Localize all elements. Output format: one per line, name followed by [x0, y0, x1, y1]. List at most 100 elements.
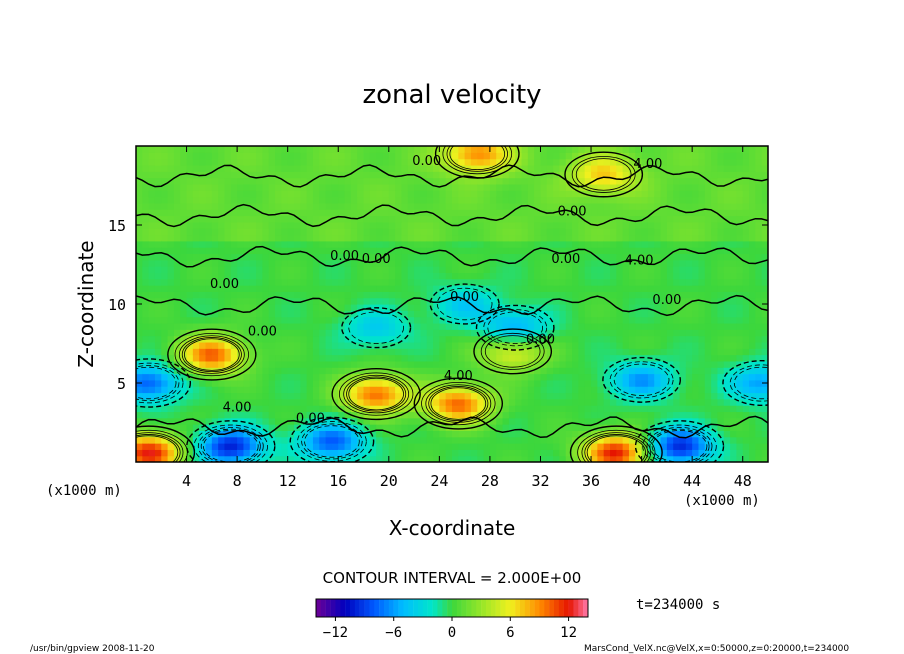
- heat-cell: [376, 367, 384, 375]
- heat-cell: [433, 196, 440, 204]
- heat-cell: [464, 240, 472, 248]
- heat-cell: [666, 316, 674, 324]
- heat-cell: [572, 449, 579, 457]
- heat-cell: [294, 146, 301, 153]
- heat-cell: [180, 190, 188, 198]
- heat-cell: [211, 190, 219, 198]
- heat-cell: [294, 430, 301, 438]
- heat-cell: [445, 424, 453, 431]
- heat-cell: [325, 272, 333, 280]
- heat-cell: [628, 379, 636, 387]
- heat-cell: [597, 202, 605, 210]
- heat-cell: [521, 373, 529, 381]
- heat-cell: [749, 272, 756, 280]
- heat-cell: [559, 373, 567, 381]
- heat-cell: [610, 146, 617, 153]
- heat-cell: [704, 221, 712, 229]
- heat-cell: [382, 379, 390, 387]
- heat-cell: [369, 310, 377, 318]
- heat-cell: [268, 278, 276, 286]
- heat-cell: [344, 259, 352, 267]
- heat-cell: [742, 146, 750, 153]
- heat-cell: [161, 285, 169, 292]
- heat-cell: [224, 373, 232, 381]
- heat-cell: [211, 329, 219, 337]
- heat-cell: [136, 367, 143, 375]
- heat-cell: [723, 436, 731, 444]
- heat-cell: [673, 164, 681, 172]
- heat-cell: [635, 164, 643, 172]
- heat-cell: [230, 221, 238, 229]
- heat-cell: [319, 386, 327, 394]
- heat-cell: [597, 177, 605, 185]
- heat-cell: [654, 146, 662, 153]
- heat-cell: [173, 436, 181, 444]
- heat-cell: [154, 386, 162, 394]
- heat-cell: [717, 164, 725, 172]
- heat-cell: [654, 455, 662, 462]
- heat-cell: [546, 221, 554, 229]
- heat-cell: [553, 379, 561, 387]
- heat-cell: [180, 348, 188, 356]
- heat-cell: [350, 430, 358, 438]
- heat-cell: [161, 259, 169, 267]
- heat-cell: [414, 240, 421, 248]
- heat-cell: [218, 240, 226, 248]
- heat-cell: [268, 221, 276, 229]
- heat-cell: [470, 253, 478, 261]
- heat-cell: [433, 266, 440, 273]
- heat-cell: [496, 360, 504, 368]
- heat-cell: [237, 146, 245, 153]
- heat-cell: [565, 436, 573, 444]
- heat-cell: [205, 234, 213, 242]
- heat-cell: [281, 285, 289, 292]
- heat-cell: [414, 228, 421, 236]
- heat-cell: [723, 234, 731, 242]
- heat-cell: [256, 272, 263, 280]
- heat-cell: [426, 177, 434, 185]
- heat-cell: [534, 259, 542, 267]
- heat-cell: [357, 146, 365, 153]
- heat-cell: [635, 417, 643, 425]
- heat-cell: [508, 183, 516, 191]
- heat-cell: [755, 367, 763, 375]
- heat-cell: [603, 379, 611, 387]
- heat-cell: [167, 379, 175, 387]
- heat-cell: [704, 297, 712, 305]
- heat-cell: [749, 209, 756, 217]
- heat-cell: [565, 158, 573, 166]
- heat-cell: [723, 322, 731, 330]
- heat-cell: [647, 379, 655, 387]
- heat-cell: [338, 209, 346, 217]
- heat-cell: [508, 354, 516, 362]
- heat-cell: [749, 310, 756, 318]
- heat-cell: [749, 164, 756, 172]
- heat-cell: [527, 297, 535, 305]
- heat-cell: [275, 266, 282, 273]
- heat-cell: [237, 405, 245, 413]
- heat-cell: [300, 190, 308, 198]
- heat-cell: [736, 449, 744, 457]
- heat-cell: [521, 329, 529, 337]
- heat-cell: [597, 386, 605, 394]
- heat-cell: [452, 297, 459, 305]
- heat-cell: [395, 266, 403, 273]
- heat-cell: [325, 253, 333, 261]
- heat-cell: [243, 266, 251, 273]
- heat-cell: [666, 228, 674, 236]
- heat-cell: [610, 348, 617, 356]
- heat-cell: [616, 424, 624, 431]
- heat-cell: [154, 196, 162, 204]
- heat-cell: [363, 392, 371, 400]
- heat-cell: [755, 253, 763, 261]
- heat-cell: [369, 405, 377, 413]
- heat-cell: [559, 335, 567, 343]
- heat-cell: [369, 398, 377, 406]
- heat-cell: [673, 253, 681, 261]
- heat-cell: [692, 430, 700, 438]
- heat-cell: [388, 259, 396, 267]
- heat-cell: [344, 247, 352, 255]
- heat-cell: [527, 152, 535, 160]
- heat-cell: [407, 341, 415, 349]
- heat-cell: [502, 164, 510, 172]
